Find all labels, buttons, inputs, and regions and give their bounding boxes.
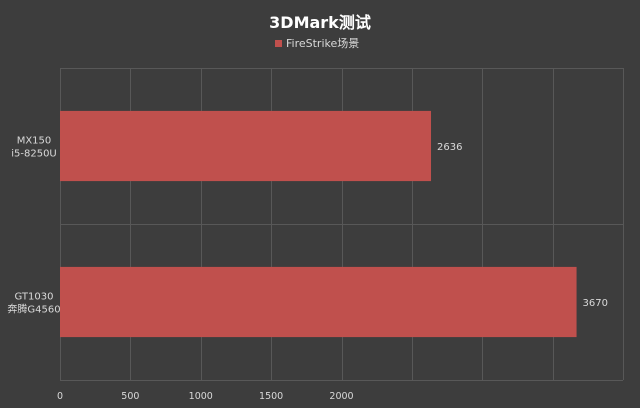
bar xyxy=(60,110,432,182)
data-label: 2636 xyxy=(437,142,462,153)
data-label: 3670 xyxy=(583,298,608,309)
category-label: i5-8250U xyxy=(11,149,57,160)
tick-label: 0 xyxy=(57,391,63,402)
x-axis-ticks: 0 500 1000 1500 2000 xyxy=(57,391,354,402)
tick-label: 500 xyxy=(121,391,139,402)
category-label: MX150 xyxy=(17,136,52,147)
chart-title: 3DMark测试 xyxy=(269,13,371,32)
category-label: 奔腾G4560 xyxy=(7,303,60,316)
legend-entry: FireStrike场景 xyxy=(286,36,359,50)
tick-label: 1000 xyxy=(189,391,213,402)
category-label: GT1030 xyxy=(15,292,54,303)
legend: FireStrike场景 xyxy=(275,36,359,50)
tick-label: 2000 xyxy=(329,391,353,402)
legend-swatch xyxy=(275,40,282,47)
bars: 2636 3670 xyxy=(60,110,608,338)
bar xyxy=(60,266,577,338)
tick-label: 1500 xyxy=(259,391,283,402)
